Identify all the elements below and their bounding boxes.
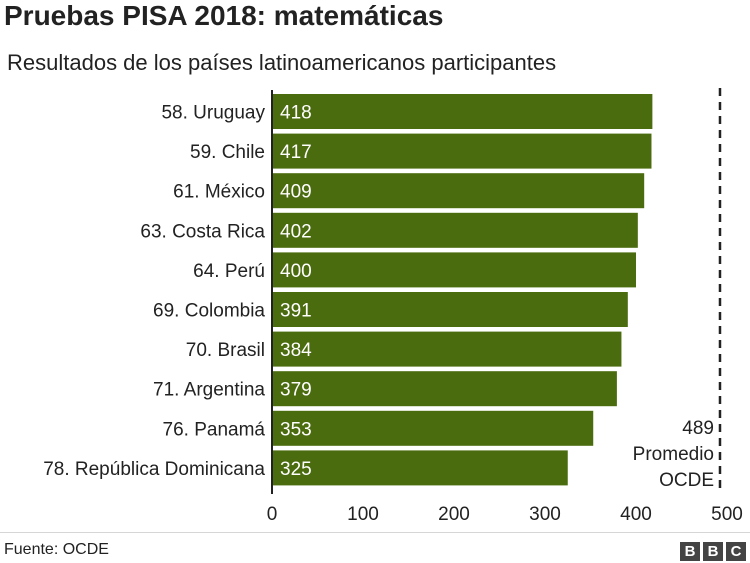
chart-subtitle: Resultados de los países latinoamericano…	[7, 50, 557, 75]
bar	[272, 371, 617, 407]
category-label: 78. República Dominicana	[43, 459, 265, 480]
category-label: 61. México	[173, 182, 265, 203]
x-tick-label: 100	[347, 504, 379, 525]
category-label: 58. Uruguay	[161, 103, 265, 124]
x-tick-label: 400	[620, 504, 652, 525]
bar	[272, 212, 638, 248]
category-label: 64. Perú	[193, 261, 265, 282]
bar	[272, 292, 628, 327]
reference-label-background	[624, 412, 716, 494]
footer-divider	[0, 532, 750, 533]
category-label: 71. Argentina	[153, 380, 265, 401]
data-label: 384	[280, 340, 312, 361]
category-label: 70. Brasil	[186, 340, 265, 361]
category-label: 63. Costa Rica	[140, 221, 265, 242]
reference-label: OCDE	[659, 470, 714, 491]
reference-label: 489	[682, 418, 714, 439]
bar	[272, 331, 622, 367]
chart-title: Pruebas PISA 2018: matemáticas	[4, 0, 444, 31]
category-label: 59. Chile	[190, 142, 265, 163]
data-label: 391	[280, 301, 312, 322]
bbc-logo: B B C	[680, 542, 746, 561]
logo-letter: C	[726, 542, 746, 561]
bar	[272, 450, 568, 486]
reference-label: Promedio	[633, 444, 714, 465]
logo-letter: B	[703, 542, 723, 561]
bar	[272, 410, 594, 446]
category-label: 69. Colombia	[153, 301, 265, 322]
data-label: 400	[280, 261, 312, 282]
x-tick-label: 500	[711, 504, 743, 525]
data-label: 353	[280, 419, 312, 440]
data-label: 402	[280, 221, 312, 242]
bar	[272, 252, 636, 288]
category-label: 76. Panamá	[163, 419, 266, 440]
x-tick-label: 300	[529, 504, 561, 525]
data-label: 379	[280, 380, 312, 401]
x-tick-label: 200	[438, 504, 470, 525]
data-label: 409	[280, 182, 312, 203]
data-label: 418	[280, 103, 312, 124]
bar	[272, 94, 653, 129]
logo-letter: B	[680, 542, 700, 561]
x-tick-label: 0	[267, 504, 278, 525]
bar	[272, 173, 645, 209]
bar-chart: 58. Uruguay 418 59. Chile 417 61. México 409 6…	[43, 88, 743, 525]
data-label: 325	[280, 459, 312, 480]
data-label: 417	[280, 142, 312, 163]
bar	[272, 133, 652, 169]
source-note: Fuente: OCDE	[4, 541, 109, 558]
